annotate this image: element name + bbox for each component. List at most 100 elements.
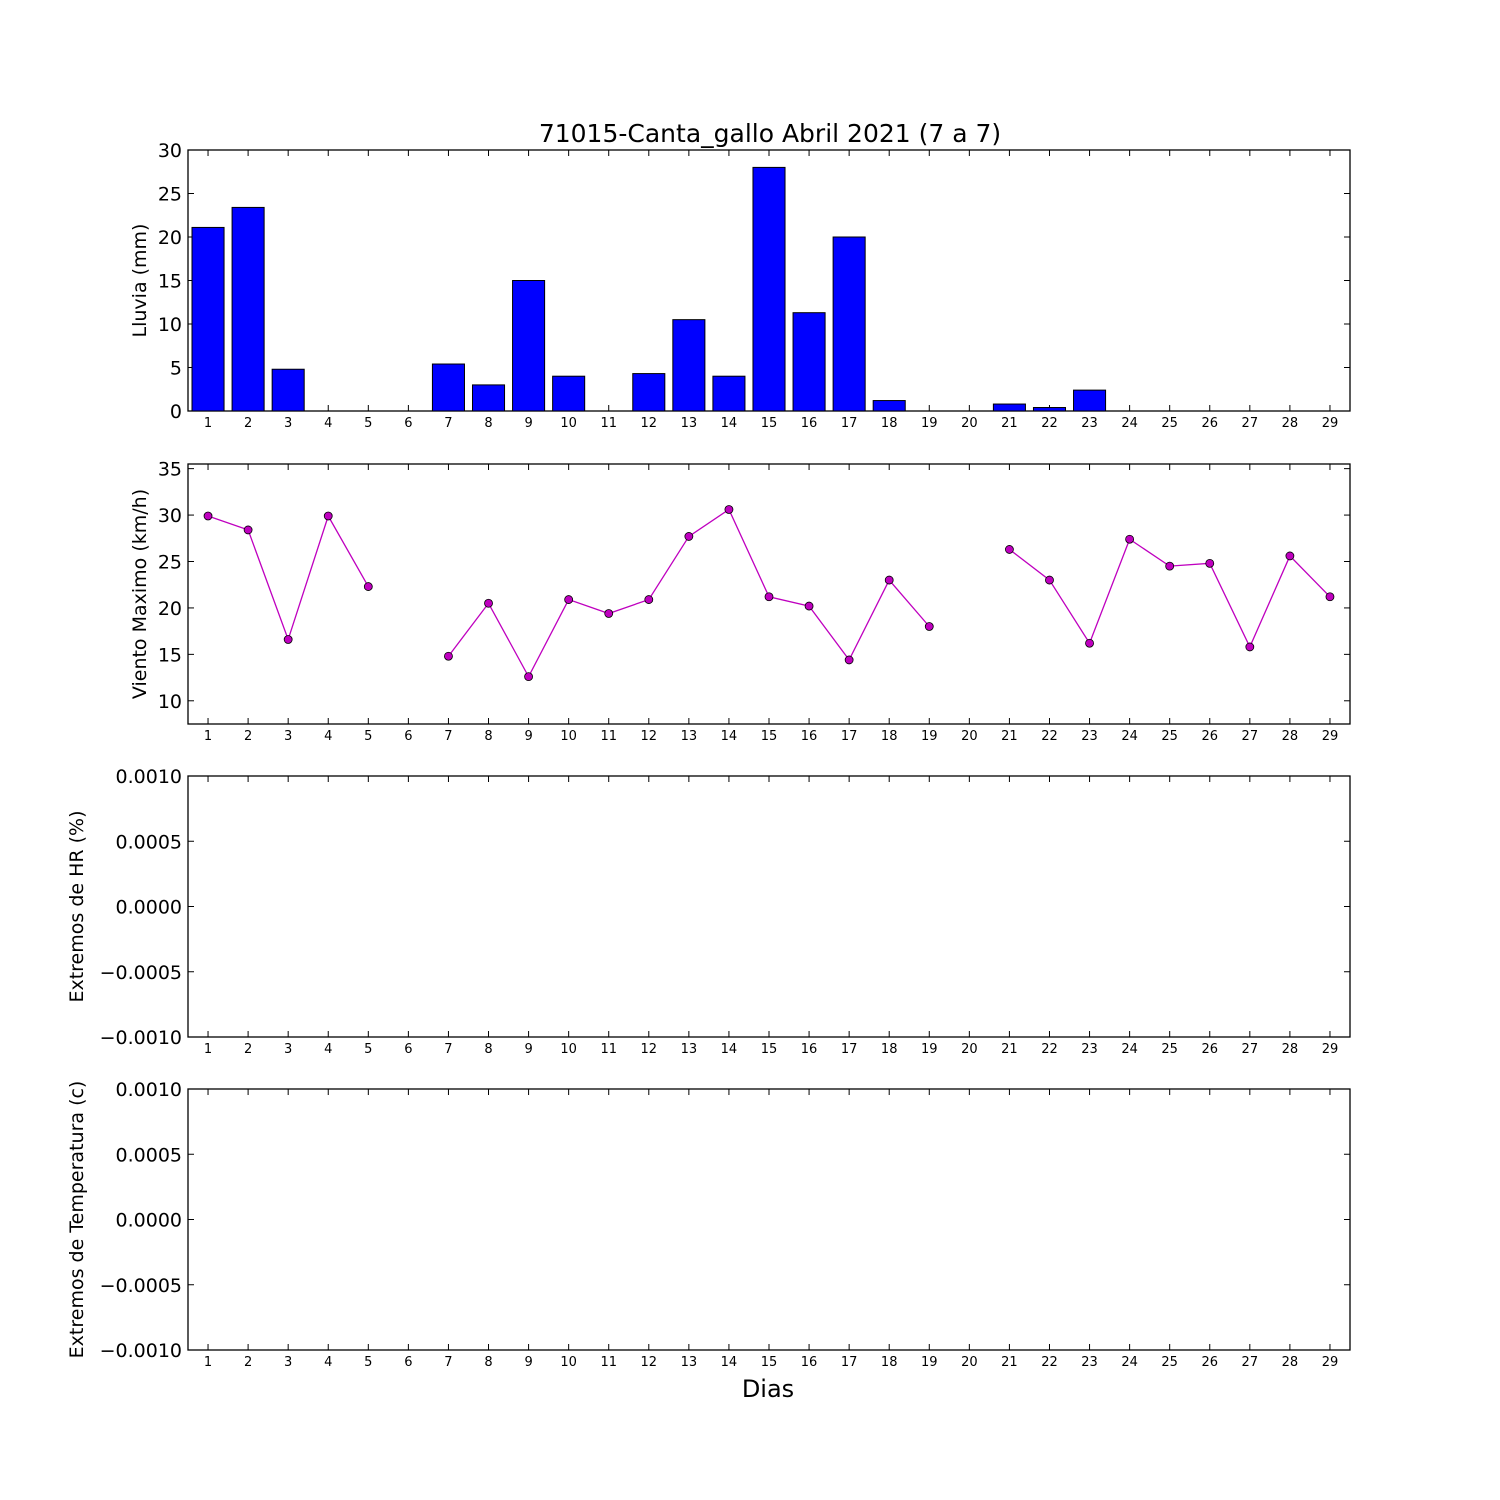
x-tick-label: 7 [444, 1355, 452, 1370]
x-tick-label: 26 [1201, 1355, 1218, 1370]
y-tick-label: 30 [158, 505, 182, 527]
x-tick-label: 3 [284, 416, 292, 431]
x-tick-label: 17 [841, 416, 858, 431]
x-tick-label: 9 [524, 1355, 532, 1370]
x-tick-label: 9 [524, 1042, 532, 1057]
x-tick-label: 26 [1201, 416, 1218, 431]
wind-point [1125, 534, 1135, 544]
wind-point [564, 595, 574, 604]
rain-bar [1073, 389, 1107, 412]
y-tick-label: 0.0010 [116, 766, 182, 788]
x-tick-label: 1 [204, 729, 212, 744]
wind-point [484, 598, 493, 608]
x-tick-label: 20 [961, 1042, 978, 1057]
y-tick-label: −0.0010 [100, 1027, 182, 1049]
rain-bar [431, 363, 465, 412]
rain-bar [832, 236, 866, 412]
x-tick-label: 3 [284, 1042, 292, 1057]
x-tick-label: 26 [1201, 729, 1218, 744]
rain-bar [1032, 407, 1067, 412]
x-tick-label: 13 [681, 1042, 698, 1057]
x-tick-label: 25 [1161, 729, 1178, 744]
x-tick-label: 24 [1121, 416, 1138, 431]
x-tick-label: 7 [444, 416, 452, 431]
y-tick-label: 0.0000 [116, 897, 182, 919]
x-tick-label: 4 [324, 729, 332, 744]
x-tick-label: 22 [1041, 1355, 1058, 1370]
x-tick-label: 9 [524, 416, 532, 431]
x-tick-label: 28 [1282, 416, 1299, 431]
y-tick-label: 0 [170, 401, 182, 423]
x-tick-label: 13 [681, 729, 698, 744]
x-tick-label: 4 [324, 1355, 332, 1370]
x-tick-label: 14 [721, 416, 738, 431]
x-tick-label: 28 [1282, 729, 1299, 744]
y-tick-label: 25 [158, 184, 182, 206]
rain-bar [512, 280, 546, 412]
x-tick-label: 14 [721, 1042, 738, 1057]
y-tick-label: 0.0005 [116, 831, 182, 853]
rain-bar [632, 373, 666, 412]
x-tick-label: 20 [961, 416, 978, 431]
x-tick-label: 5 [364, 416, 372, 431]
x-tick-label: 7 [444, 729, 452, 744]
x-tick-label: 8 [484, 729, 492, 744]
rain-bar [191, 226, 225, 412]
y-tick-label: −0.0005 [100, 962, 182, 984]
x-tick-label: 28 [1282, 1355, 1299, 1370]
x-tick-label: 16 [801, 1355, 818, 1370]
wind-point [444, 651, 453, 661]
x-tick-label: 27 [1242, 1355, 1259, 1370]
x-tick-label: 19 [921, 416, 938, 431]
x-tick-label: 25 [1161, 1355, 1178, 1370]
x-tick-label: 24 [1121, 1042, 1138, 1057]
wind-point [884, 575, 894, 585]
wind-point [844, 655, 854, 665]
wind-point [644, 595, 654, 604]
x-tick-label: 16 [801, 1042, 818, 1057]
x-tick-label: 5 [364, 1042, 372, 1057]
wind-point [684, 532, 694, 541]
y-tick-label: 30 [158, 140, 182, 162]
y-tick-label: 10 [158, 691, 182, 713]
temperature-y-axis-label: Extremos de Temperatura (c) [66, 1081, 88, 1359]
x-tick-label: 15 [761, 1042, 778, 1057]
rain-bar [271, 368, 305, 412]
y-tick-label: 20 [158, 598, 182, 620]
rain-bar [872, 400, 906, 412]
x-tick-label: 6 [404, 416, 412, 431]
x-tick-label: 10 [560, 416, 577, 431]
x-tick-label: 12 [641, 1042, 658, 1057]
x-tick-label: 8 [484, 1042, 492, 1057]
x-tick-label: 23 [1081, 729, 1098, 744]
wind-point [1085, 638, 1094, 648]
y-tick-label: 15 [158, 271, 182, 293]
x-tick-label: 12 [641, 1355, 658, 1370]
y-tick-label: 0.0000 [116, 1210, 182, 1232]
y-tick-label: 0.0010 [116, 1079, 182, 1101]
x-tick-label: 15 [761, 729, 778, 744]
x-tick-label: 8 [484, 416, 492, 431]
x-tick-label: 14 [721, 1355, 738, 1370]
x-tick-label: 5 [364, 1355, 372, 1370]
y-tick-label: −0.0010 [100, 1340, 182, 1362]
x-tick-label: 5 [364, 729, 372, 744]
y-tick-label: −0.0005 [100, 1275, 182, 1297]
x-tick-label: 11 [600, 1355, 617, 1370]
humidity-y-axis-label: Extremos de HR (%) [66, 810, 88, 1002]
x-tick-label: 20 [961, 729, 978, 744]
wind-point [1205, 558, 1215, 568]
x-tick-label: 13 [681, 416, 698, 431]
y-tick-label: 20 [158, 227, 182, 249]
y-tick-label: 5 [170, 358, 182, 380]
x-tick-label: 26 [1201, 1042, 1218, 1057]
x-tick-label: 22 [1041, 1042, 1058, 1057]
wind-point [804, 601, 814, 611]
y-tick-label: 0.0005 [116, 1144, 182, 1166]
y-tick-label: 15 [158, 644, 182, 666]
x-tick-label: 2 [244, 729, 252, 744]
wind-point [924, 622, 934, 631]
rain-bar [792, 312, 826, 412]
x-tick-label: 9 [524, 729, 532, 744]
